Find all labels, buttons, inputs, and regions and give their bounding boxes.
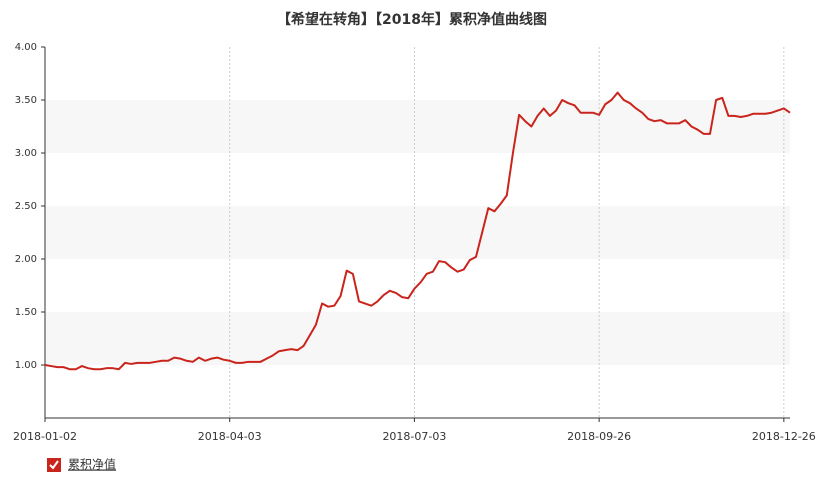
y-tick-label: 2.00 xyxy=(15,254,37,265)
grid-band xyxy=(45,100,790,153)
y-tick-label: 3.00 xyxy=(15,148,37,159)
y-tick-label: 1.50 xyxy=(15,307,37,318)
y-tick-label: 4.00 xyxy=(15,42,37,53)
y-tick-label: 1.00 xyxy=(15,360,37,371)
y-tick-label: 2.50 xyxy=(15,201,37,212)
x-tick-label: 2018-04-03 xyxy=(198,430,262,443)
x-tick-label: 2018-09-26 xyxy=(567,430,631,443)
grid-band xyxy=(45,312,790,365)
legend-label: 累积净值 xyxy=(68,457,116,472)
x-tick-label: 2018-12-26 xyxy=(752,430,816,443)
y-tick-label: 3.50 xyxy=(15,95,37,106)
grid-band xyxy=(45,206,790,259)
series-line xyxy=(44,91,791,371)
x-tick-label: 2018-01-02 xyxy=(13,430,77,443)
chart-title: 【希望在转角】【2018年】累积净值曲线图 xyxy=(277,11,547,28)
legend-check xyxy=(49,460,59,470)
x-tick-label: 2018-07-03 xyxy=(382,430,446,443)
